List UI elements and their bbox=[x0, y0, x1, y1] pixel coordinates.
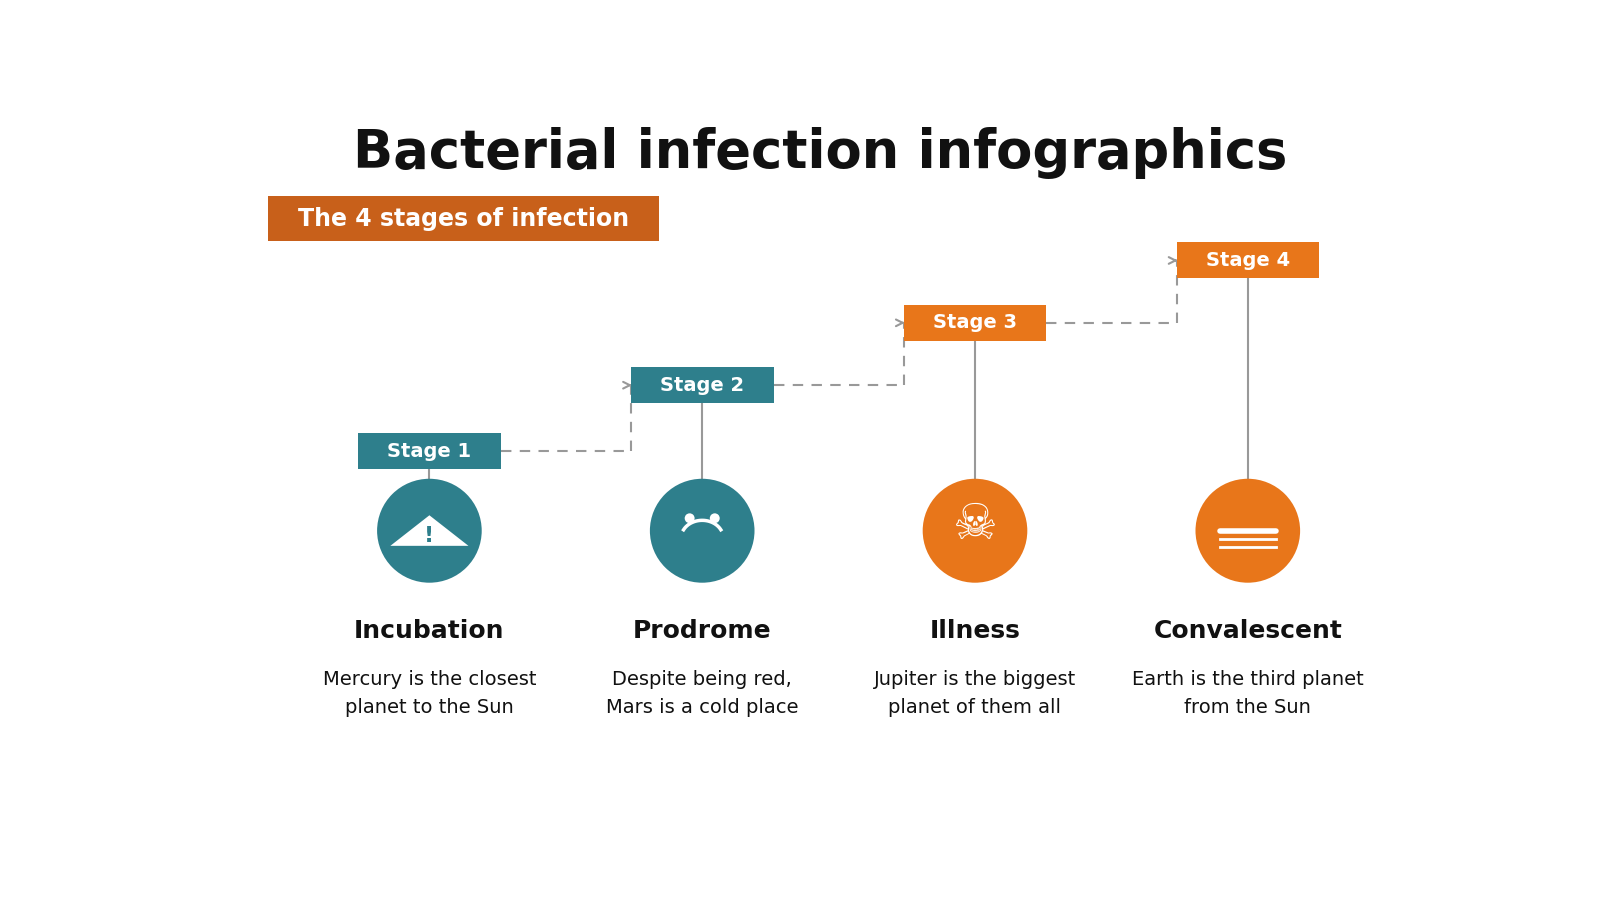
Ellipse shape bbox=[710, 513, 720, 523]
Text: Despite being red,
Mars is a cold place: Despite being red, Mars is a cold place bbox=[606, 670, 798, 717]
Text: !: ! bbox=[424, 526, 435, 545]
Text: Stage 3: Stage 3 bbox=[933, 313, 1018, 332]
Text: Stage 4: Stage 4 bbox=[1206, 251, 1290, 270]
Ellipse shape bbox=[650, 479, 755, 582]
Text: Mercury is the closest
planet to the Sun: Mercury is the closest planet to the Sun bbox=[323, 670, 536, 717]
FancyBboxPatch shape bbox=[358, 433, 501, 469]
Ellipse shape bbox=[1195, 479, 1301, 582]
Text: Stage 1: Stage 1 bbox=[387, 442, 472, 461]
Text: Jupiter is the biggest
planet of them all: Jupiter is the biggest planet of them al… bbox=[874, 670, 1077, 717]
Text: Stage 2: Stage 2 bbox=[661, 375, 744, 395]
FancyBboxPatch shape bbox=[904, 305, 1046, 341]
Text: ☠: ☠ bbox=[952, 501, 997, 549]
Text: Convalescent: Convalescent bbox=[1154, 619, 1342, 644]
Ellipse shape bbox=[923, 479, 1027, 582]
FancyBboxPatch shape bbox=[269, 196, 659, 241]
Ellipse shape bbox=[378, 479, 482, 582]
FancyBboxPatch shape bbox=[1176, 242, 1318, 278]
Ellipse shape bbox=[685, 513, 694, 523]
Text: Prodrome: Prodrome bbox=[634, 619, 771, 644]
Text: The 4 stages of infection: The 4 stages of infection bbox=[298, 207, 629, 231]
Text: Illness: Illness bbox=[930, 619, 1021, 644]
Polygon shape bbox=[390, 516, 469, 545]
Text: Bacterial infection infographics: Bacterial infection infographics bbox=[354, 127, 1286, 179]
FancyBboxPatch shape bbox=[630, 367, 773, 403]
Text: Incubation: Incubation bbox=[354, 619, 504, 644]
Text: Earth is the third planet
from the Sun: Earth is the third planet from the Sun bbox=[1131, 670, 1363, 717]
